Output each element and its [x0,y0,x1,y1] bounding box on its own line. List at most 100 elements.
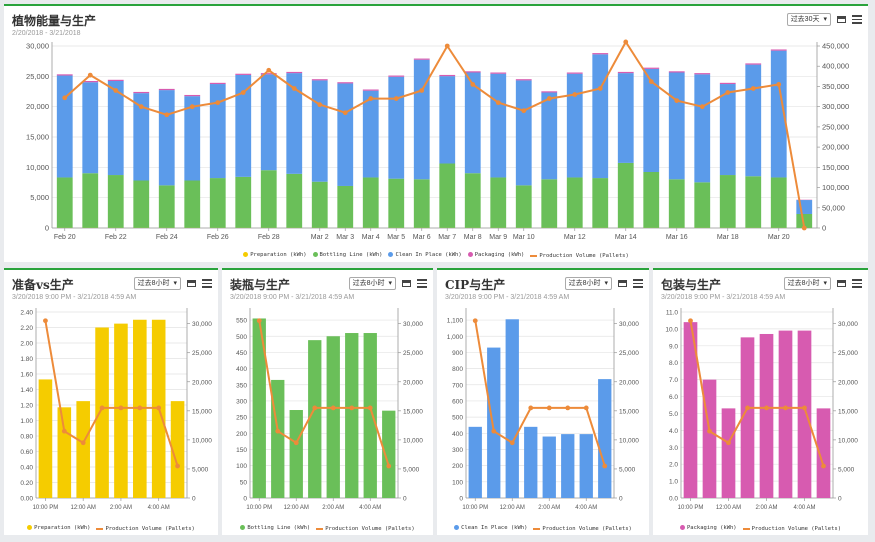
bar [719,82,736,85]
legend-item[interactable]: Production Volume (Pallets) [533,526,632,532]
legend-label: Production Volume (Pallets) [325,526,415,532]
y-left-tick-label: 300 [452,447,463,454]
window-icon[interactable] [187,280,196,287]
window-icon[interactable] [618,280,627,287]
line-point [707,428,712,434]
y-left-tick-label: 1.60 [20,372,33,379]
bar [158,185,175,228]
x-tick-label: Mar 10 [513,234,535,241]
line-series [474,320,606,467]
bar [260,73,277,75]
panel-controls: 过去8小时 ▾ [348,277,427,290]
bar [388,75,405,77]
y-right-tick-label: 150,000 [822,163,849,172]
legend-item[interactable]: Bottling Line (kWh) [312,251,383,258]
y-right-tick-label: 25,000 [838,350,858,357]
bar [107,79,124,82]
time-range-select[interactable]: 过去8小时 ▾ [133,277,181,290]
legend-item[interactable]: Clean In Place (kWh) [454,525,527,531]
bar [694,73,711,75]
line-point [266,67,272,73]
panel-controls: 过去30天 ▾ [786,13,862,26]
bar [38,379,53,498]
line-point [623,39,629,45]
x-tick-label: 10:00 PM [246,505,272,511]
y-right-tick-label: 25,000 [403,350,423,357]
x-tick-label: Feb 28 [258,234,280,241]
line-point [572,92,578,97]
bar [286,73,303,174]
y-left-tick-label: 350 [236,382,247,389]
menu-icon[interactable] [202,279,212,288]
bar [56,74,73,76]
x-tick-label: Feb 24 [156,234,178,241]
x-tick-label: Mar 3 [336,234,354,241]
time-range-select[interactable]: 过去30天 ▾ [786,13,831,26]
legend-item[interactable]: Clean In Place (kWh) [388,252,462,258]
time-range-select[interactable]: 过去8小时 ▾ [783,277,831,290]
bottling-panel: 装瓶与生产 3/20/2018 9:00 PM - 3/21/2018 4:59… [222,268,433,535]
legend-item[interactable]: Production Volume (Pallets) [96,526,195,532]
y-left-tick-label: 0.00 [20,496,33,503]
line-point [275,428,281,434]
legend-label: Clean In Place (kWh) [461,524,528,531]
bar [524,426,538,498]
panel-date-range: 3/20/2018 9:00 PM - 3/21/2018 4:59 AM [230,294,355,301]
time-range-select[interactable]: 过去8小时 ▾ [564,277,612,290]
bar [57,407,72,498]
y-left-tick-label: 0 [45,224,49,233]
bar [541,91,558,93]
y-left-tick-label: 0.60 [20,449,33,456]
y-left-tick-label: 2.40 [20,310,33,317]
menu-icon[interactable] [633,279,643,288]
legend-item[interactable]: Production Volume (Pallets) [530,253,629,259]
y-right-tick-label: 300,000 [822,102,849,111]
window-icon[interactable] [402,280,411,287]
legend-item[interactable]: Production Volume (Pallets) [316,526,415,532]
time-range-select[interactable]: 过去8小时 ▾ [348,277,396,290]
line-point [342,110,348,116]
y-left-tick-label: 0.80 [20,434,33,441]
x-tick-label: Mar 2 [311,234,329,241]
chart-legend: Clean In Place (kWh) Production Volume (P… [437,525,649,532]
bar [308,340,322,498]
legend-item[interactable]: Preparation (kWh) [243,252,307,258]
y-right-tick-label: 5,000 [838,466,855,473]
time-range-value: 过去8小时 [568,280,601,287]
y-left-tick-label: 800 [452,366,463,373]
window-icon[interactable] [837,16,846,23]
line-point [495,100,501,106]
bar [235,176,252,228]
bar [252,318,266,498]
y-right-tick-label: 10,000 [403,437,423,444]
legend-item[interactable]: Production Volume (Pallets) [742,526,841,532]
window-icon[interactable] [837,280,846,287]
y-left-tick-label: 4.0 [669,428,678,435]
menu-icon[interactable] [852,279,862,288]
y-left-tick-label: 300 [236,398,247,405]
line-point [61,428,67,434]
bar [56,177,73,228]
legend-item[interactable]: Packaging (kWh) [467,252,524,258]
legend-label: Bottling Line (kWh) [319,251,383,258]
line-point [699,104,705,110]
y-left-tick-label: 10.0 [665,326,678,333]
x-tick-label: 10:00 PM [33,505,59,511]
bar [668,71,685,73]
legend-item[interactable]: Bottling Line (kWh) [240,525,310,531]
legend-item[interactable]: Preparation (kWh) [27,525,90,531]
panel-controls: 过去8小时 ▾ [564,277,643,290]
y-right-tick-label: 15,000 [403,408,423,415]
y-left-tick-label: 600 [452,398,463,405]
y-left-tick-label: 0 [243,496,247,503]
time-range-value: 过去8小时 [352,280,385,287]
time-range-value: 过去30天 [790,16,820,23]
y-right-tick-label: 20,000 [192,379,212,386]
line-point [215,100,221,106]
y-right-tick-label: 30,000 [403,321,423,328]
y-left-tick-label: 2.0 [669,462,678,469]
legend-item[interactable]: Packaging (kWh) [679,525,737,531]
y-left-tick-label: 2.20 [20,325,33,332]
menu-icon[interactable] [852,15,862,24]
menu-icon[interactable] [417,279,427,288]
